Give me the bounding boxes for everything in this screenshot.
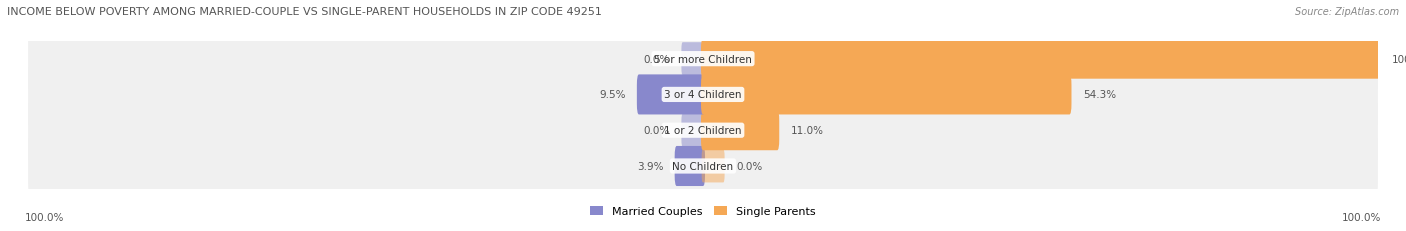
Text: No Children: No Children bbox=[672, 161, 734, 171]
Text: 0.0%: 0.0% bbox=[643, 126, 669, 136]
FancyBboxPatch shape bbox=[682, 114, 704, 147]
FancyBboxPatch shape bbox=[637, 75, 704, 115]
Legend: Married Couples, Single Parents: Married Couples, Single Parents bbox=[586, 202, 820, 221]
Text: 0.0%: 0.0% bbox=[737, 161, 763, 171]
Text: Source: ZipAtlas.com: Source: ZipAtlas.com bbox=[1295, 7, 1399, 17]
Text: 3 or 4 Children: 3 or 4 Children bbox=[664, 90, 742, 100]
FancyBboxPatch shape bbox=[702, 40, 1379, 79]
Text: 5 or more Children: 5 or more Children bbox=[654, 55, 752, 64]
Text: 0.0%: 0.0% bbox=[643, 55, 669, 64]
Text: 100.0%: 100.0% bbox=[1392, 55, 1406, 64]
Text: 9.5%: 9.5% bbox=[599, 90, 626, 100]
FancyBboxPatch shape bbox=[28, 61, 1378, 130]
FancyBboxPatch shape bbox=[702, 150, 724, 183]
Text: 11.0%: 11.0% bbox=[790, 126, 824, 136]
FancyBboxPatch shape bbox=[28, 132, 1378, 201]
Text: 1 or 2 Children: 1 or 2 Children bbox=[664, 126, 742, 136]
FancyBboxPatch shape bbox=[675, 146, 704, 186]
Text: 3.9%: 3.9% bbox=[637, 161, 664, 171]
FancyBboxPatch shape bbox=[28, 25, 1378, 94]
FancyBboxPatch shape bbox=[28, 96, 1378, 165]
Text: 100.0%: 100.0% bbox=[25, 212, 65, 222]
Text: INCOME BELOW POVERTY AMONG MARRIED-COUPLE VS SINGLE-PARENT HOUSEHOLDS IN ZIP COD: INCOME BELOW POVERTY AMONG MARRIED-COUPL… bbox=[7, 7, 602, 17]
FancyBboxPatch shape bbox=[682, 43, 704, 76]
Text: 54.3%: 54.3% bbox=[1083, 90, 1116, 100]
FancyBboxPatch shape bbox=[702, 75, 1071, 115]
FancyBboxPatch shape bbox=[702, 111, 779, 151]
Text: 100.0%: 100.0% bbox=[1341, 212, 1381, 222]
